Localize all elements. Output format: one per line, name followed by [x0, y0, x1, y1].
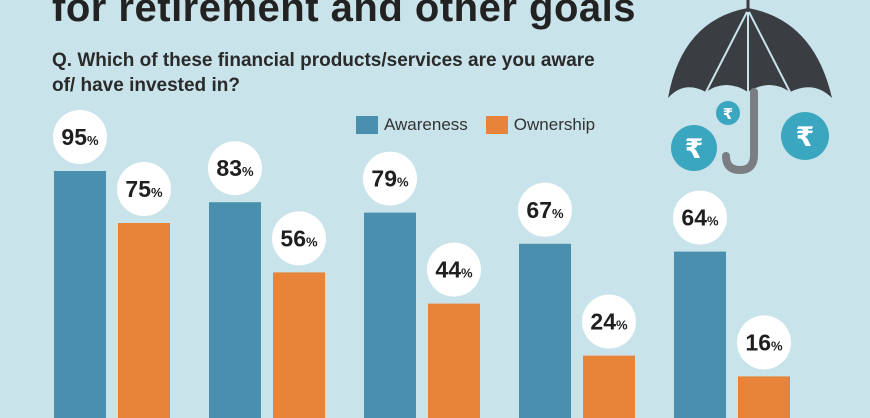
legend-swatch-awareness: [356, 116, 378, 134]
bar-ownership-3: [583, 355, 635, 418]
legend-label-awareness: Awareness: [384, 115, 468, 134]
bar-ownership-1: [273, 272, 325, 418]
bar-ownership-4: [738, 376, 790, 418]
data-label-bubble: [363, 151, 417, 206]
data-label-bubble: [208, 141, 262, 196]
legend-swatch-ownership: [485, 116, 508, 134]
data-label-bubble: [272, 211, 326, 266]
bar-awareness-3: [519, 243, 571, 418]
bar-awareness-4: [674, 251, 726, 418]
data-label-bubble: [582, 294, 636, 349]
bar-awareness-1: [209, 202, 261, 418]
bar-ownership-2: [428, 303, 480, 418]
bar-ownership-0: [118, 223, 170, 418]
data-label-bubble: [673, 190, 727, 245]
bar-awareness-2: [364, 212, 416, 418]
rupee-coin-icon: [671, 125, 717, 171]
data-label-bubble: [117, 162, 171, 216]
bar-awareness-0: [54, 171, 106, 418]
data-label-ownership-3: 24%: [590, 309, 628, 335]
data-label-awareness-0: 95%: [61, 124, 99, 150]
legend: Awareness Ownership: [356, 115, 613, 135]
umbrella-handle-icon: [722, 88, 758, 175]
data-label-awareness-1: 83%: [216, 155, 254, 181]
umbrella-illustration: ₹ ₹ ₹: [668, 0, 832, 175]
data-label-ownership-2: 44%: [435, 257, 473, 283]
rupee-coin-symbol: ₹: [723, 105, 733, 123]
rupee-coin-icon: [716, 101, 740, 125]
data-label-bubble: [518, 182, 572, 237]
umbrella-ribs-icon: [705, 9, 791, 93]
legend-label-ownership: Ownership: [513, 115, 596, 134]
data-label-ownership-1: 56%: [280, 225, 318, 251]
rupee-coin-symbol: ₹: [796, 122, 815, 153]
data-label-awareness-3: 67%: [526, 197, 564, 223]
data-label-bubble: [53, 110, 107, 164]
legend-item-awareness: Awareness: [356, 115, 468, 135]
survey-question: Q. Which of these financial products/ser…: [52, 50, 595, 96]
data-label-bubble: [737, 315, 791, 370]
data-label-bubble: [427, 242, 481, 297]
legend-item-ownership: Ownership: [485, 115, 596, 135]
data-label-ownership-4: 16%: [745, 329, 783, 355]
data-label-awareness-4: 64%: [681, 205, 719, 231]
rupee-coin-icon: [781, 112, 829, 160]
rupee-coin-symbol: ₹: [685, 134, 704, 165]
data-label-ownership-0: 75%: [125, 176, 163, 202]
data-label-awareness-2: 79%: [371, 166, 409, 192]
chart-title: for retirement and other goals: [52, 0, 636, 30]
umbrella-canopy-icon: [668, 8, 832, 98]
